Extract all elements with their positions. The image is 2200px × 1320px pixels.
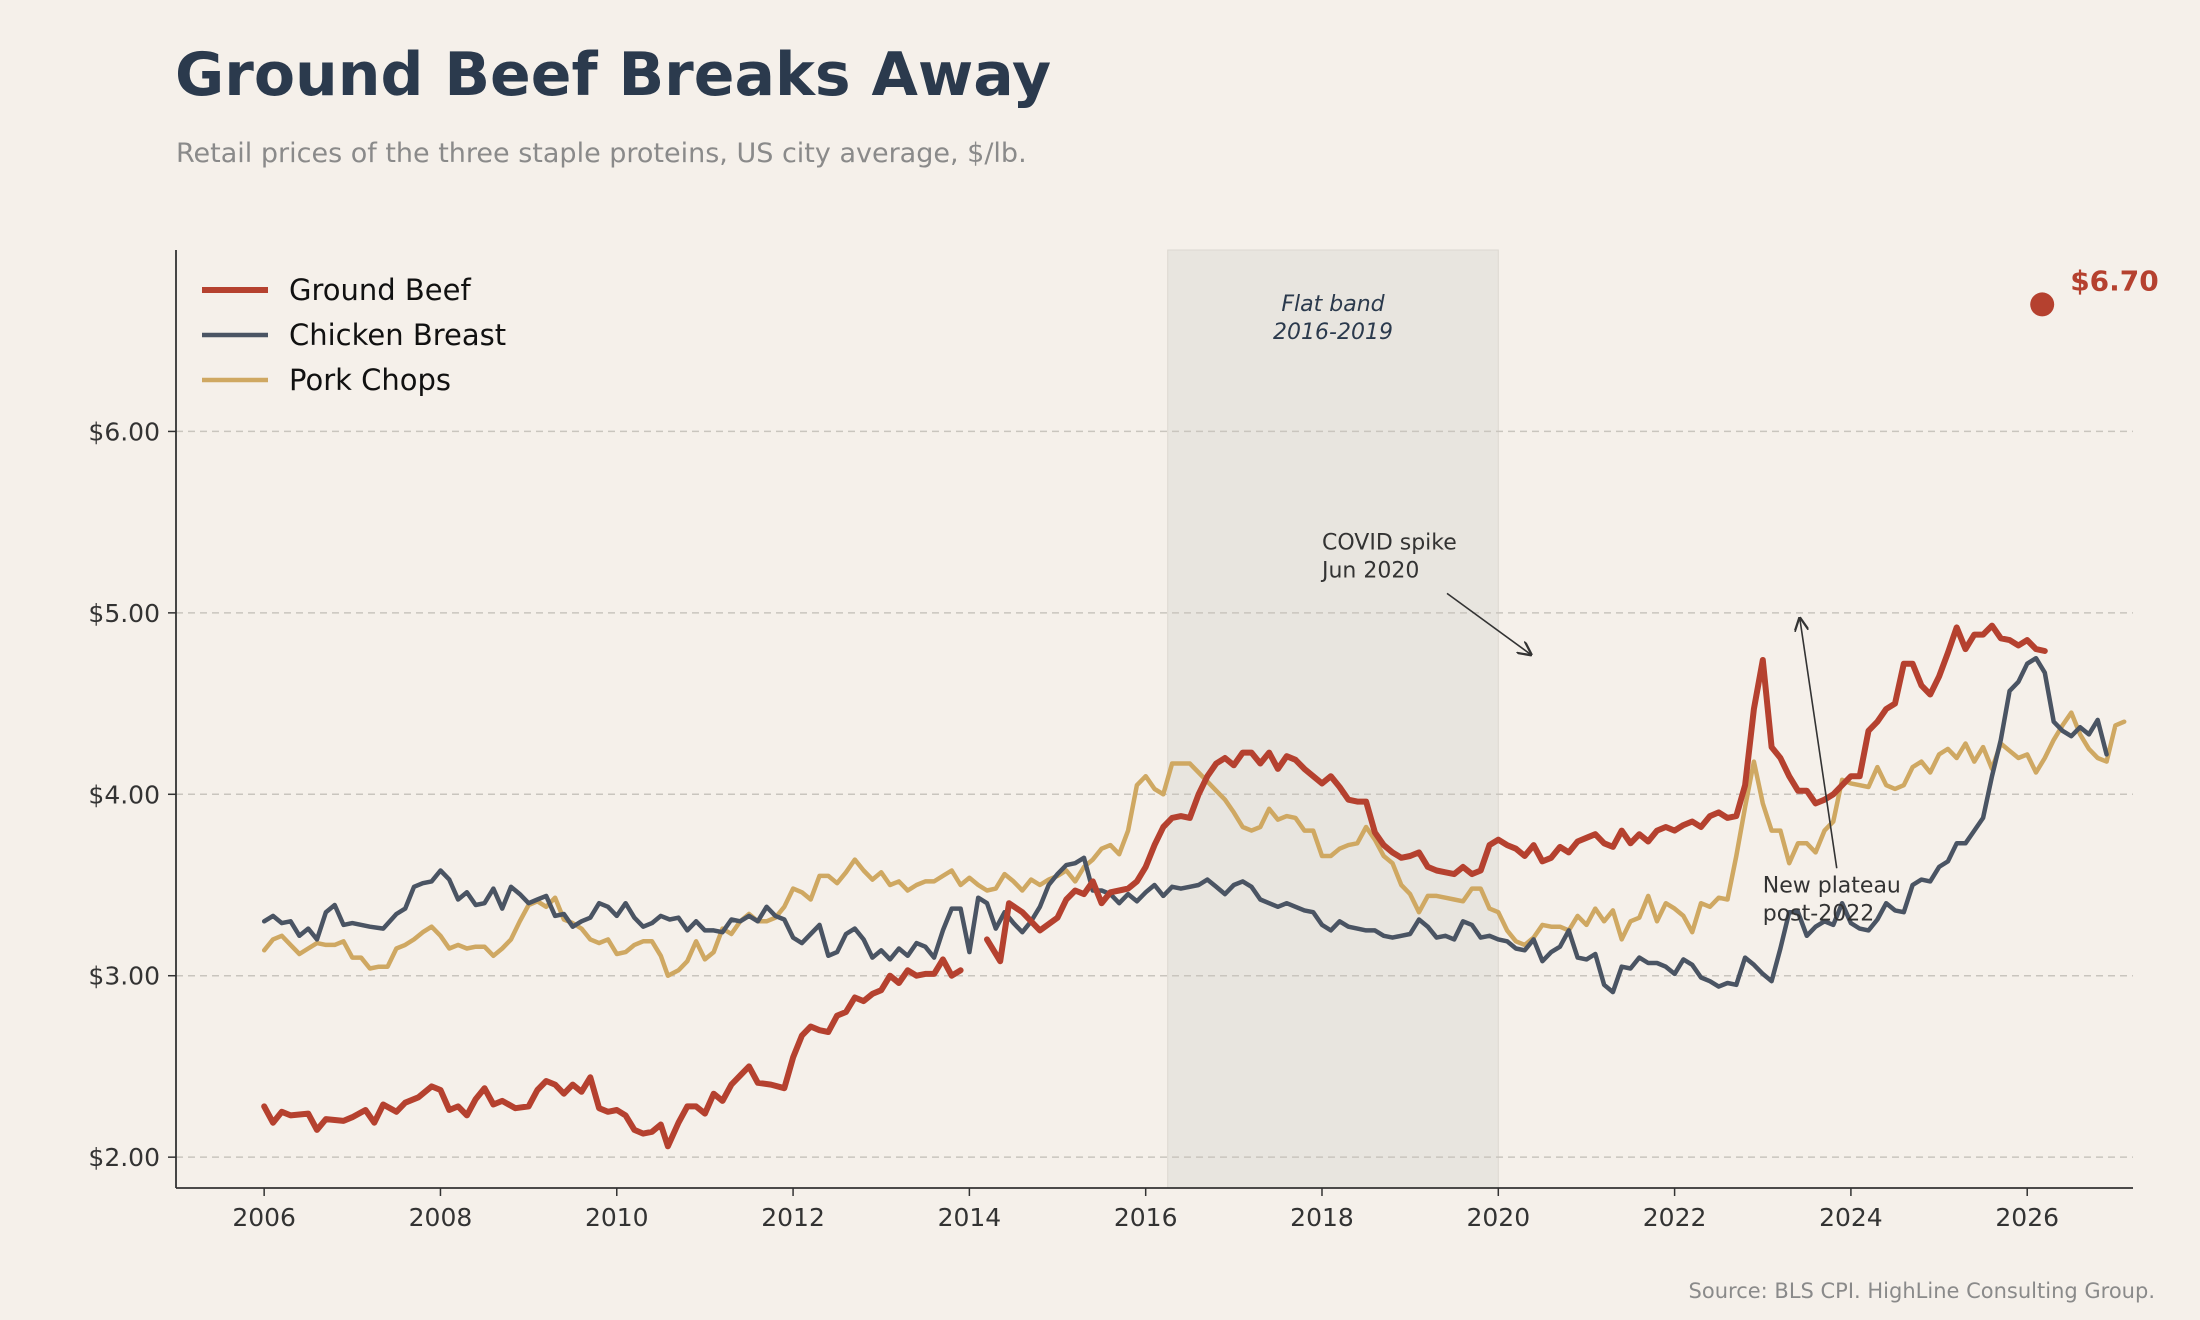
source-note: Source: BLS CPI. HighLine Consulting Gro…: [1688, 1279, 2155, 1303]
x-tick-label: 2024: [1819, 1203, 1883, 1232]
band-label-line2: 2016-2019: [1273, 320, 1393, 345]
x-tick-label: 2010: [585, 1203, 649, 1232]
chart-subtitle: Retail prices of the three staple protei…: [176, 138, 1027, 169]
x-tick-label: 2014: [938, 1203, 1002, 1232]
annotation-layer: $6.70 COVID spike Jun 2020 New plateau post-…: [1320, 264, 2159, 926]
series-line-ground-beef: [261, 622, 2048, 1150]
series-line-chicken-breast: [261, 655, 2109, 995]
legend: Ground Beef Chicken Breast Pork Chops: [202, 273, 506, 397]
legend-label: Pork Chops: [289, 363, 451, 397]
annotation-line1: New plateau: [1763, 873, 1901, 898]
x-tick-label: 2022: [1643, 1203, 1707, 1232]
y-tick-label: $3.00: [88, 962, 160, 991]
y-tick-label: $4.00: [88, 780, 160, 809]
axis-layer: $2.00 $3.00 $4.00 $5.00 $6.00 2006 2008 2010 201…: [88, 250, 2133, 1232]
band-label-line1: Flat band: [1281, 292, 1385, 317]
annotation-line2: Jun 2020: [1320, 558, 1419, 583]
end-point-marker: [2030, 292, 2055, 317]
x-tick-label: 2006: [232, 1203, 296, 1232]
shaded-band-layer: Flat band 2016-2019: [1167, 249, 1499, 1189]
y-tick-label: $6.00: [88, 417, 160, 446]
series-layer: [261, 292, 2127, 1150]
shaded-band: [1167, 249, 1499, 1189]
x-tick-label: 2026: [1995, 1203, 2059, 1232]
annotation-arrow: [1800, 618, 1838, 869]
grid-layer: [176, 430, 2133, 1158]
x-tick-label: 2018: [1290, 1203, 1354, 1232]
annotation-line1: COVID spike: [1322, 530, 1457, 555]
x-tick-label: 2012: [761, 1203, 825, 1232]
legend-label: Ground Beef: [289, 273, 471, 307]
end-value-label: $6.70: [2070, 264, 2159, 297]
chart-title: Ground Beef Breaks Away: [175, 40, 1052, 110]
x-tick-label: 2016: [1114, 1203, 1178, 1232]
x-tick-label: 2020: [1466, 1203, 1530, 1232]
legend-label: Chicken Breast: [289, 318, 506, 352]
y-tick-label: $2.00: [88, 1143, 160, 1172]
y-tick-label: $5.00: [88, 599, 160, 628]
annotation-arrow: [1446, 592, 1531, 654]
x-tick-label: 2008: [409, 1203, 473, 1232]
annotation-line2: post-2022: [1763, 901, 1874, 926]
